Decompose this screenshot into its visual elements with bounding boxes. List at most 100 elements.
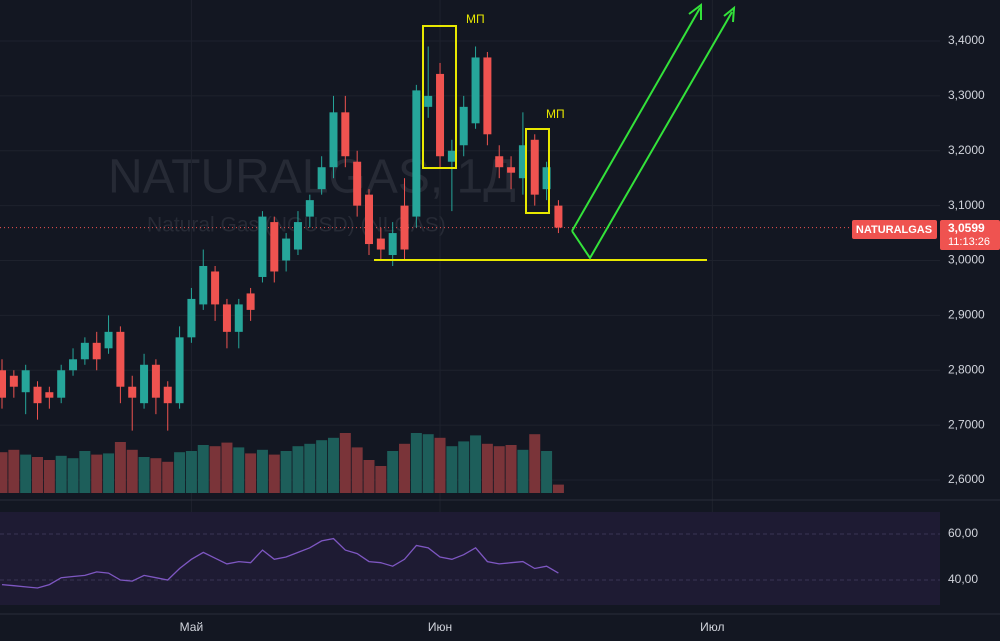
countdown: 11:13:26 [948,236,990,248]
y-tick-label: 3,2000 [948,143,985,157]
candle-body [211,271,220,305]
volume-bar [292,446,304,493]
volume-bar [363,460,375,493]
volume-bar [375,466,387,493]
candle-body [530,139,539,195]
candle-body [45,392,54,398]
candle-body [365,194,374,245]
x-tick-label: Июн [428,620,452,634]
candle-body [447,150,456,162]
volume-bar [280,451,292,493]
volume-bar [256,449,268,493]
candle-body [329,112,338,168]
candle-body [376,238,385,250]
candle-body [116,331,125,387]
volume-bar [387,451,399,493]
candle-body [542,167,551,190]
candle-body [471,57,480,124]
volume-bar [304,443,316,493]
y-tick-label: 3,0000 [948,253,985,267]
candle-body [483,57,492,135]
candle-body [104,331,113,349]
volume-bar [55,455,67,493]
volume-bar [552,484,564,493]
arrow-line [571,7,701,232]
candle-body [175,337,184,404]
volume-bar [79,451,91,493]
annotation: МП [546,107,565,121]
candle-body [341,112,350,157]
candle-body [234,304,243,332]
volume-bar [103,453,115,493]
candle-body [258,216,267,277]
drawing-box [525,128,550,214]
candle-body [199,265,208,305]
rsi-tick-label: 60,00 [948,526,978,540]
candle-body [0,370,6,398]
volume-bar [20,454,32,493]
candle-body [554,205,563,228]
rsi-band [0,512,940,605]
y-tick-label: 3,3000 [948,88,985,102]
volume-bar [316,440,328,493]
candle-body [400,205,409,250]
volume-bar [493,446,505,493]
x-tick-label: Май [180,620,204,634]
volume-bar [517,449,529,493]
volume-bar [126,449,138,493]
rsi-tick-label: 40,00 [948,572,978,586]
candle-body [21,370,30,393]
symbol-label: NATURALGAS [856,224,932,236]
volume-bar [150,458,162,493]
candle-body [128,386,137,398]
arrow-head [723,5,736,23]
volume-bar [162,461,174,493]
candle-body [305,200,314,217]
volume-bar [8,449,20,493]
candle-body [57,370,66,398]
y-tick-label: 2,9000 [948,308,985,322]
candle-body [436,73,445,157]
volume-bar [410,433,422,493]
volume-bar [91,454,103,493]
candle-body [459,106,468,146]
candle-body [163,386,172,404]
volume-bar [185,451,197,493]
volume-bar [221,442,233,493]
volume-bar [470,435,482,493]
volume-bar [114,442,126,493]
arrow-head [688,3,702,20]
volume-bar [174,452,186,493]
volume-bar [505,445,517,493]
candle-body [9,375,18,387]
volume-bar [327,437,339,493]
y-tick-label: 3,1000 [948,198,985,212]
candle-body [424,95,433,107]
volume-bar [446,446,458,493]
volume-bar [209,446,221,493]
candle-body [140,364,149,404]
volume-bar [32,457,44,493]
candle-body [293,222,302,250]
volume-bar [481,443,493,493]
candle-body [282,238,291,261]
candle-body [495,156,504,168]
volume-bar [268,454,280,493]
candle-body [222,304,231,332]
volume-bar [434,437,446,493]
volume-bar [197,445,209,493]
arrow-line [571,11,733,260]
candle-body [246,293,255,310]
annotation: МП [466,12,485,26]
candle-body [151,364,160,398]
volume-bar [67,458,79,493]
candle-body [33,386,42,404]
candle-body [270,222,279,272]
volume-bar [399,443,411,493]
volume-bar [422,434,434,493]
volume-bar [233,447,245,493]
volume-bar [351,447,363,493]
candle-body [507,167,516,173]
y-tick-label: 2,7000 [948,417,985,431]
